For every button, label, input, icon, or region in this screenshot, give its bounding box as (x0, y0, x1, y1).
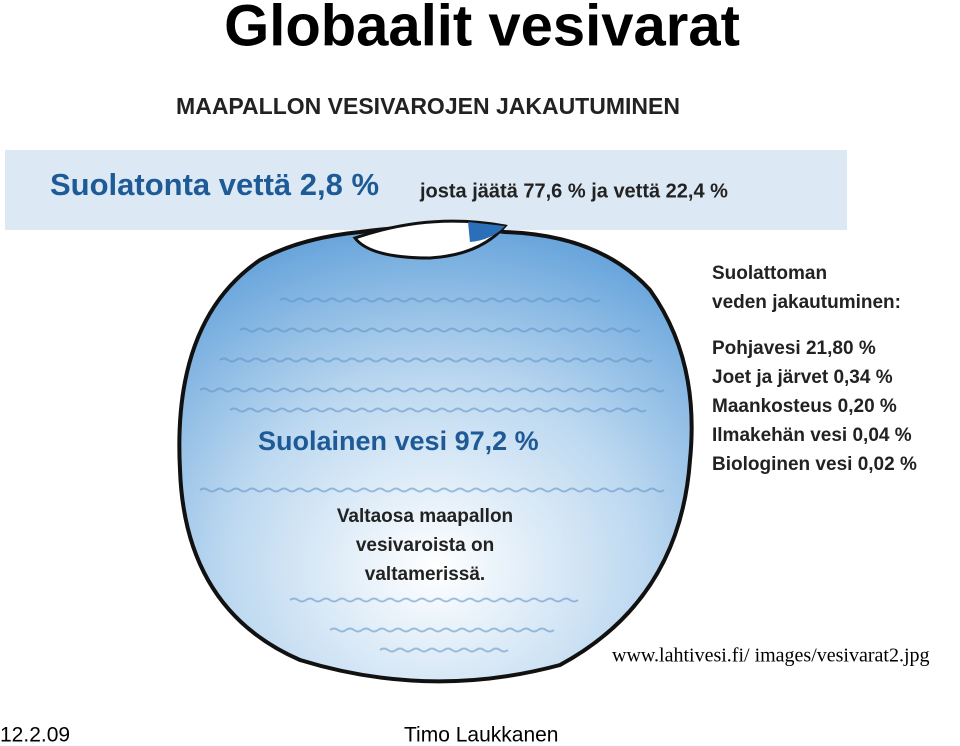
wave (219, 357, 653, 363)
wave (229, 407, 647, 413)
figure-heading: MAAPALLON VESIVAROJEN JAKAUTUMINEN (176, 93, 680, 119)
wave (379, 647, 509, 653)
author: Timo Laukkanen (404, 724, 558, 746)
wave (329, 627, 555, 633)
breakdown: Suolattoman veden jakautuminen: Pohjavesi … (712, 263, 917, 475)
waves (199, 297, 665, 653)
fresh-water-slice (468, 222, 505, 242)
breakdown-item: Ilmakehän vesi 0,04 % (712, 425, 912, 446)
breakdown-heading: veden jakautuminen: (712, 292, 901, 313)
wave (199, 487, 665, 493)
salt-note-line: valtamerissä. (365, 564, 485, 585)
salt-water: Suolainen vesi 97,2 % (258, 426, 539, 456)
breakdown-item: Pohjavesi 21,80 % (712, 338, 876, 359)
salt-note-line: vesivaroista on (356, 535, 494, 556)
salt-note: Valtaosa maapallon vesivaroista on valtame… (337, 506, 513, 585)
breakdown-heading: Suolattoman (712, 263, 827, 284)
wave (289, 597, 579, 603)
source: www.lahtivesi.fi/ images/vesivarat2.jpg (612, 645, 930, 667)
banner (5, 150, 847, 230)
salt-note-line: Valtaosa maapallon (337, 506, 513, 527)
wave (199, 387, 665, 393)
fresh-water: Suolatonta vettä 2,8 % (50, 167, 379, 202)
wave (279, 297, 601, 303)
breakdown-item: Joet ja järvet 0,34 % (712, 367, 893, 388)
breakdown-item: Biologinen vesi 0,02 % (712, 454, 917, 475)
globe (177, 225, 694, 684)
breakdown-item: Maankosteus 0,20 % (712, 396, 897, 417)
fresh-water-split: josta jäätä 77,6 % ja vettä 22,4 % (419, 180, 728, 202)
date: 12.2.09 (0, 724, 70, 746)
slide-title: Globaalit vesivarat (224, 0, 740, 58)
wave (239, 327, 641, 333)
ice-cap (352, 219, 508, 260)
